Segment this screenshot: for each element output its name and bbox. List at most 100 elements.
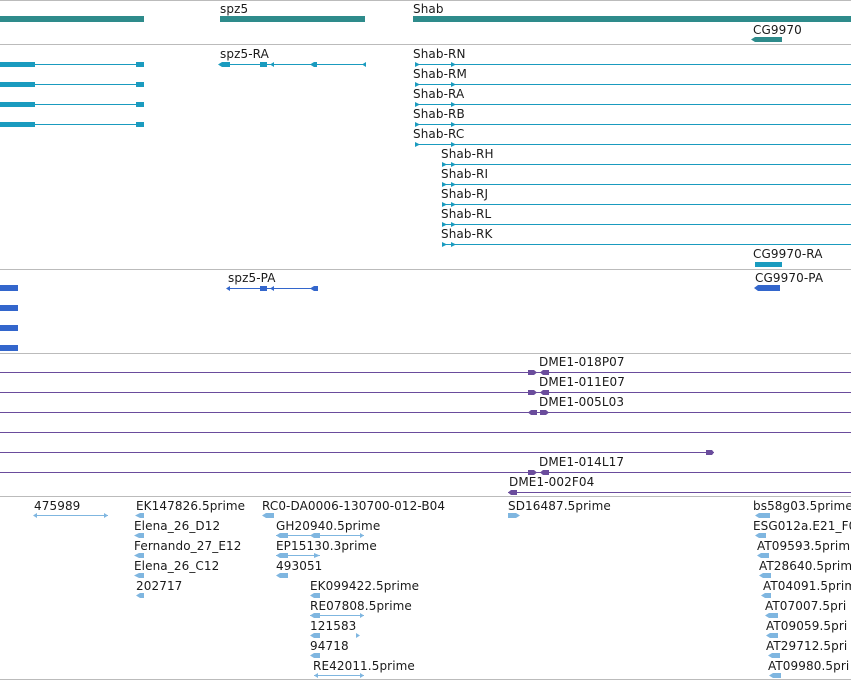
transcript-label-shab-rk[interactable]: Shab-RK [441,227,493,241]
exon [451,202,456,207]
clone-end [528,470,537,475]
est-label-94718[interactable]: 94718 [310,639,349,653]
clone-label-dme1-002f04[interactable]: DME1-002F04 [509,475,595,489]
est-label-fernando-27-e12[interactable]: Fernando_27_E12 [134,539,242,553]
est-label-ek099422[interactable]: EK099422.5prime [310,579,420,593]
est-label-elena-26-d12[interactable]: Elena_26_D12 [134,519,221,533]
est-label-sd16487[interactable]: SD16487.5prime [508,499,611,513]
est-label-ep15130[interactable]: EP15130.3prime [276,539,377,553]
est-label-at28640[interactable]: AT28640.5prim [759,559,851,573]
est-label-ek147826[interactable]: EK147826.5prime [136,499,246,513]
transcript-label-shab-rl[interactable]: Shab-RL [441,207,492,221]
gene-feature-cg9970[interactable] [755,37,782,42]
exon [260,62,267,67]
est-label-at09059[interactable]: AT09059.5pri [766,619,848,633]
est-mark [314,673,318,678]
transcript-label-shab-rj[interactable]: Shab-RJ [441,187,489,201]
est-label-at07007[interactable]: AT07007.5pri [765,599,847,613]
est-label-202717[interactable]: 202717 [136,579,183,593]
transcript-label-shab-rb[interactable]: Shab-RB [413,107,465,121]
clone-ends [508,370,714,495]
est-label-475989[interactable]: 475989 [34,499,81,513]
est-mark [276,553,288,558]
est-label-493051[interactable]: 493051 [276,559,323,573]
protein-block [310,286,314,291]
protein-block [0,285,18,291]
clone-label-dme1-011e07[interactable]: DME1-011E07 [539,375,625,389]
exon [755,262,782,267]
protein-cg9970-pa[interactable] [754,285,780,291]
est-mark [134,553,144,558]
est-label-gh20940[interactable]: GH20940.5prime [276,519,381,533]
gene-strand-arrow [751,37,755,42]
protein-block [0,305,18,311]
est-label-elena-26-c12[interactable]: Elena_26_C12 [134,559,220,573]
est-mark [508,513,520,518]
est-marks-rc0-group[interactable] [262,513,364,678]
transcript-label-shab-rm[interactable]: Shab-RM [413,67,467,81]
transcript-label-shab-ra[interactable]: Shab-RA [413,87,465,101]
est-line-475989[interactable] [33,513,108,518]
est-marks-at-group[interactable] [755,513,781,678]
est-mark [761,593,771,598]
est-label-at29712[interactable]: AT29712.5pri [766,639,848,653]
est-mark [134,533,144,538]
transcript-label-shab-ri[interactable]: Shab-RI [441,167,489,181]
clone-label-dme1-005l03[interactable]: DME1-005L03 [539,395,625,409]
protein-label-cg9970-pa[interactable]: CG9970-PA [755,271,824,285]
est-label-bs58g03[interactable]: bs58g03.5prime [753,499,851,513]
clone-label-dme1-014l17[interactable]: DME1-014L17 [539,455,625,469]
exon [442,222,447,227]
exon [451,242,456,247]
transcript-shab-group[interactable] [415,62,851,247]
gene-label-spz5[interactable]: spz5 [220,2,249,16]
est-label-esg012a[interactable]: ESG012a.E21_F0 [753,519,851,533]
est-mark [262,513,274,518]
transcript-label-shab-rc[interactable]: Shab-RC [413,127,465,141]
gene-feature-left[interactable] [0,16,144,22]
gene-feature-spz5[interactable] [220,16,365,22]
transcript-cg9970-ra[interactable] [755,262,782,267]
est-marks-ek-group[interactable] [134,513,144,598]
exon [451,122,456,127]
clone-end [528,410,537,415]
transcript-label-shab-rn[interactable]: Shab-RN [413,47,466,61]
protein-spz5-pa[interactable] [226,286,318,291]
est-label-121583[interactable]: 121583 [310,619,357,633]
est-mark [755,533,766,538]
est-label-at09980[interactable]: AT09980.5pri [768,659,850,673]
est-label-re42011[interactable]: RE42011.5prime [313,659,415,673]
exon [0,102,35,107]
transcript-label-spz5-ra[interactable]: spz5-RA [220,47,269,61]
exon [362,62,366,67]
exon [442,202,447,207]
est-mark-sd16487[interactable] [508,513,520,518]
protein-label-spz5-pa[interactable]: spz5-PA [228,271,276,285]
transcript-label-shab-rh[interactable]: Shab-RH [441,147,494,161]
transcript-spz5-ra[interactable] [218,62,366,67]
exon [0,62,35,67]
clone-label-dme1-018p07[interactable]: DME1-018P07 [539,355,625,369]
est-mark [310,593,320,598]
protein-left-group[interactable] [0,285,18,351]
est-mark [310,633,320,638]
exon [415,62,420,67]
est-label-at09593[interactable]: AT09593.5prim [757,539,851,553]
est-label-re07808[interactable]: RE07808.5prime [310,599,412,613]
clone-end [540,470,549,475]
transcript-track [0,62,851,267]
transcript-left-group[interactable] [0,62,144,127]
est-track [33,513,781,678]
est-mark [360,673,364,678]
est-label-at04091[interactable]: AT04091.5prim [763,579,851,593]
est-arrow [33,513,37,518]
gene-label-shab[interactable]: Shab [413,2,444,16]
est-mark [765,613,778,618]
transcript-label-cg9970-ra[interactable]: CG9970-RA [753,247,823,261]
est-mark [136,593,144,598]
gene-label-cg9970[interactable]: CG9970 [753,23,802,37]
est-label-rc0[interactable]: RC0-DA0006-130700-012-B04 [262,499,446,513]
est-mark [360,613,364,618]
gene-feature-shab[interactable] [413,16,851,22]
